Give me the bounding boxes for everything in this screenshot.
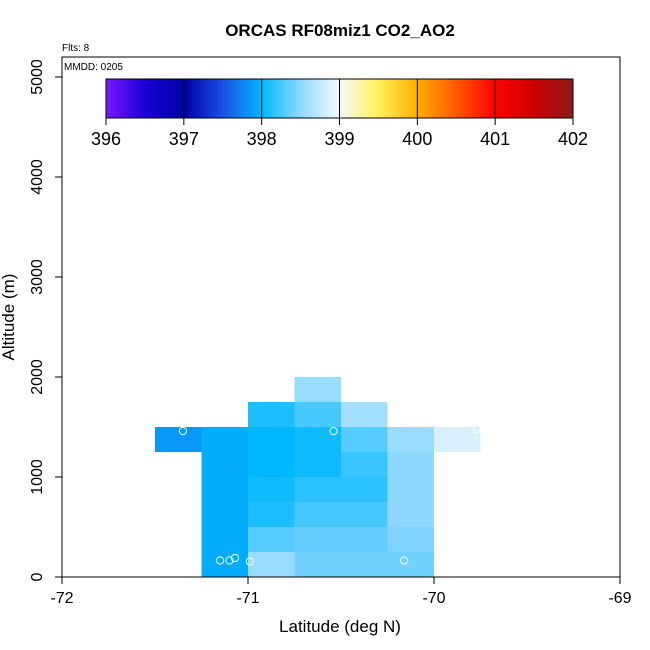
heatmap-cell: [341, 427, 388, 452]
heatmap-cell: [201, 452, 248, 477]
heatmap-cell: [248, 402, 295, 427]
y-tick-label: 5000: [29, 59, 46, 95]
heatmap-cell: [341, 402, 388, 427]
y-tick-label: 1000: [29, 459, 46, 495]
colorbar-tick-label: 396: [91, 129, 121, 149]
heatmap-cell: [387, 427, 434, 452]
heatmap-cell: [201, 427, 248, 452]
heatmap-cell: [294, 452, 341, 477]
heatmap-cell: [434, 427, 481, 452]
heatmap-cell: [155, 427, 202, 452]
heatmap-cell: [248, 527, 295, 552]
x-tick-label: -71: [236, 590, 259, 607]
heatmap-cell: [387, 452, 434, 477]
heatmap-cell: [294, 502, 341, 527]
y-tick-label: 2000: [29, 359, 46, 395]
flight-points: [178, 384, 481, 566]
flight-point: [216, 556, 225, 565]
heatmap-cell: [248, 452, 295, 477]
flight-point: [284, 384, 294, 394]
colorbar-tick-label: 397: [169, 129, 199, 149]
heatmap-cell: [294, 477, 341, 502]
heatmap-cell: [294, 377, 341, 402]
heatmap-cell: [294, 427, 341, 452]
flight-point: [329, 426, 338, 436]
heatmap-cell: [387, 527, 434, 552]
x-tick-label: -70: [422, 590, 445, 607]
heatmap-cells: [155, 377, 481, 577]
heatmap-cell: [294, 402, 341, 427]
y-tick-label: 4000: [29, 159, 46, 195]
heatmap-cell: [201, 527, 248, 552]
plot-frame: [61, 56, 621, 578]
heatmap-cell: [294, 552, 341, 577]
colorbar-tick-label: 401: [480, 129, 510, 149]
flight-point: [245, 557, 254, 566]
date-note: MMDD: 0205: [64, 62, 123, 73]
heatmap-cell: [341, 552, 388, 577]
heatmap-cell: [248, 427, 295, 452]
heatmap-cell: [387, 552, 434, 577]
heatmap-cell: [201, 552, 248, 577]
flights-note: Flts: 8: [62, 43, 90, 54]
y-tick-label: 3000: [29, 259, 46, 295]
x-tick-label: -72: [50, 590, 73, 607]
colorbar-tick-label: 402: [558, 129, 588, 149]
flight-point: [230, 553, 240, 563]
heatmap-cell: [341, 452, 388, 477]
colorbar-tick-label: 400: [402, 129, 432, 149]
heatmap-cell: [248, 502, 295, 527]
y-tick-label: 0: [29, 572, 46, 581]
flight-point: [472, 424, 481, 434]
axes: -72 -71 -70 -69 0 1000 2000 3000 4000 5000: [29, 59, 632, 607]
y-axis-label: Altitude (m): [0, 274, 18, 361]
colorbar-tick-label: 398: [247, 129, 277, 149]
heatmap-cell: [341, 527, 388, 552]
heatmap-cell: [387, 477, 434, 502]
heatmap-cell: [341, 477, 388, 502]
heatmap-cell: [341, 502, 388, 527]
colorbar: 396 397 398 399 400 401 402: [91, 78, 588, 149]
heatmap-cell: [248, 552, 295, 577]
x-tick-label: -69: [608, 590, 631, 607]
chart-title: ORCAS RF08miz1 CO2_AO2: [225, 21, 455, 40]
colorbar-tick-label: 399: [324, 129, 354, 149]
heatmap-cell: [201, 477, 248, 502]
heatmap-cell: [294, 527, 341, 552]
heatmap-cell: [387, 502, 434, 527]
flight-point: [400, 556, 409, 565]
heatmap-cell: [248, 477, 295, 502]
heatmap-cell: [201, 502, 248, 527]
flight-point: [225, 556, 234, 565]
flight-point: [178, 426, 187, 436]
x-axis-label: Latitude (deg N): [279, 617, 401, 636]
